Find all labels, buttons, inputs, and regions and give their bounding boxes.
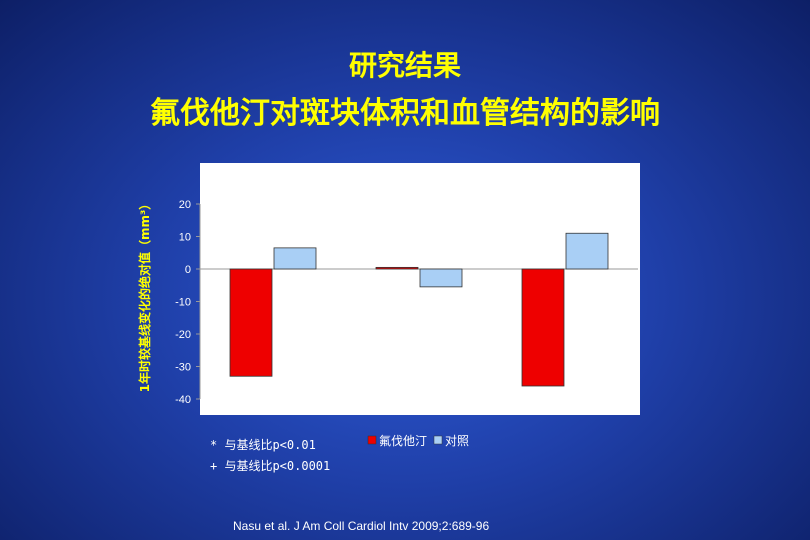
bar-fluvastatin bbox=[375, 266, 419, 270]
bar-control bbox=[419, 268, 463, 288]
legend-swatch-control bbox=[433, 435, 443, 445]
y-tick-label: -40 bbox=[175, 394, 191, 406]
bar-fluvastatin bbox=[229, 268, 273, 377]
y-tick-label: 10 bbox=[179, 232, 191, 244]
y-tick-label: 0 bbox=[185, 264, 191, 276]
chart-background bbox=[200, 163, 640, 415]
category-label: 斑块＋中膜体积 bbox=[523, 176, 607, 191]
legend-label: 对照 bbox=[445, 434, 469, 448]
y-axis-label: 1年时较基线变化的绝对值（mm³） bbox=[137, 198, 152, 393]
category-label: 外弹力膜 体积 bbox=[235, 177, 311, 191]
legend-label: 氟伐他汀 bbox=[379, 434, 427, 448]
category-label: 管腔体积 bbox=[395, 176, 443, 191]
citation: Nasu et al. J Am Coll Cardiol Intv 2009;… bbox=[233, 519, 490, 533]
significance-mark: * bbox=[247, 378, 255, 394]
y-tick-label: -10 bbox=[175, 297, 191, 309]
y-tick-label: 20 bbox=[179, 199, 191, 211]
slide-subtitle: 氟伐他汀对斑块体积和血管结构的影响 bbox=[150, 96, 660, 131]
significance-mark: + bbox=[539, 388, 547, 404]
bar-control bbox=[565, 232, 609, 270]
y-tick-label: -20 bbox=[175, 329, 191, 341]
bar-control bbox=[273, 247, 317, 270]
legend-swatch-fluvastatin bbox=[367, 435, 377, 445]
significance-note-1: * 与基线比p<0.01 bbox=[210, 438, 316, 452]
slide-title: 研究结果 bbox=[348, 49, 461, 82]
y-tick-label: -30 bbox=[175, 362, 191, 374]
significance-note-2: + 与基线比p<0.0001 bbox=[210, 459, 331, 473]
bar-fluvastatin bbox=[521, 268, 565, 387]
